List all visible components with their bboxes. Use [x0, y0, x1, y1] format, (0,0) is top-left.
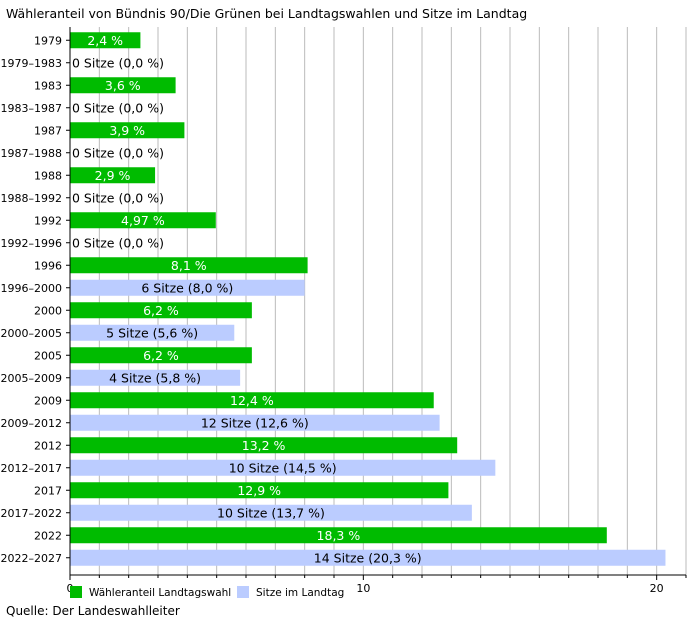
data-label: 0 Sitze (0,0 %) [72, 100, 164, 115]
votes-bar [70, 167, 156, 184]
data-label: 0 Sitze (0,0 %) [72, 190, 164, 205]
data-label: 6,2 % [143, 303, 179, 318]
votes-bar [70, 212, 216, 229]
data-label: 10 Sitze (13,7 %) [217, 505, 325, 520]
data-label: 14 Sitze (20,3 %) [314, 550, 422, 565]
category-label: 2000–2005 [1, 327, 63, 340]
category-label: 1996 [34, 259, 62, 272]
votes-bar [70, 347, 252, 364]
category-label: 1983 [34, 79, 62, 92]
seats-bar [70, 414, 440, 431]
data-label: 10 Sitze (14,5 %) [229, 460, 337, 475]
seats-bar [70, 369, 241, 386]
data-label: 0 Sitze (0,0 %) [72, 55, 164, 70]
data-label: 0 Sitze (0,0 %) [72, 145, 164, 160]
votes-bar [70, 257, 308, 274]
category-label: 2022 [34, 529, 62, 542]
category-label: 2005–2009 [1, 372, 63, 385]
data-label: 2,4 % [87, 33, 123, 48]
data-label: 2,9 % [95, 168, 131, 183]
category-label: 2009–2012 [1, 417, 63, 430]
data-label: 6,2 % [143, 348, 179, 363]
category-label: 2022–2027 [1, 552, 63, 565]
category-label: 2017 [34, 484, 62, 497]
votes-bar [70, 32, 141, 49]
category-label: 1987 [34, 124, 62, 137]
category-label: 1979–1983 [1, 57, 63, 70]
votes-bar [70, 77, 176, 94]
category-label: 1992–1996 [1, 237, 63, 250]
data-label: 12,9 % [237, 483, 281, 498]
data-label: 3,6 % [105, 78, 141, 93]
category-label: 1979 [34, 34, 62, 47]
category-label: 2012 [34, 439, 62, 452]
category-label: 1983–1987 [1, 102, 63, 115]
chart-title: Wähleranteil von Bündnis 90/Die Grünen b… [6, 6, 528, 21]
category-label: 1992 [34, 214, 62, 227]
bars-layer: 2,4 % 0 Sitze (0,0 %) 3,6 % 0 Sitze (0,0 %)… [70, 32, 666, 566]
category-label: 1996–2000 [1, 282, 63, 295]
data-label: 18,3 % [317, 528, 361, 543]
x-tick-label: 10 [356, 582, 370, 595]
data-label: 3,9 % [109, 123, 145, 138]
category-label: 2000 [34, 304, 62, 317]
votes-bar [70, 482, 449, 499]
data-label: 12 Sitze (12,6 %) [201, 415, 309, 430]
legend-label: Sitze im Landtag [256, 587, 344, 599]
data-label: 4 Sitze (5,8 %) [109, 370, 201, 385]
seats-bar [70, 549, 666, 566]
seats-bar [70, 504, 472, 521]
source-note: Quelle: Der Landeswahlleiter [6, 604, 180, 618]
category-label: 2005 [34, 349, 62, 362]
seats-bar [70, 324, 235, 341]
votes-bar [70, 392, 434, 409]
legend-label: Wähleranteil Landtagswahl [89, 587, 231, 599]
legend-swatch [70, 586, 82, 598]
category-label: 1988 [34, 169, 62, 182]
category-label: 2009 [34, 394, 62, 407]
votes-bar [70, 302, 252, 319]
category-label: 2017–2022 [1, 507, 63, 520]
category-label: 1988–1992 [1, 192, 63, 205]
axis-layer: 1979 1979–1983 1983 1983–1987 1987 1987–1988 1… [1, 27, 687, 595]
category-label: 2012–2017 [1, 462, 63, 475]
legend-swatch [237, 586, 249, 598]
votes-bar [70, 527, 607, 544]
seats-bar [70, 459, 496, 476]
data-label: 0 Sitze (0,0 %) [72, 235, 164, 250]
data-label: 8,1 % [171, 258, 207, 273]
category-label: 1987–1988 [1, 147, 63, 160]
votes-bar [70, 437, 458, 454]
data-label: 6 Sitze (8,0 %) [141, 280, 233, 295]
x-tick-label: 20 [650, 582, 664, 595]
data-label: 12,4 % [230, 393, 274, 408]
legend: Wähleranteil Landtagswahl Sitze im Landta… [70, 586, 344, 599]
seats-bar [70, 279, 305, 296]
votes-bar [70, 122, 185, 139]
data-label: 4,97 % [121, 213, 165, 228]
data-label: 13,2 % [242, 438, 286, 453]
data-label: 5 Sitze (5,6 %) [106, 325, 198, 340]
